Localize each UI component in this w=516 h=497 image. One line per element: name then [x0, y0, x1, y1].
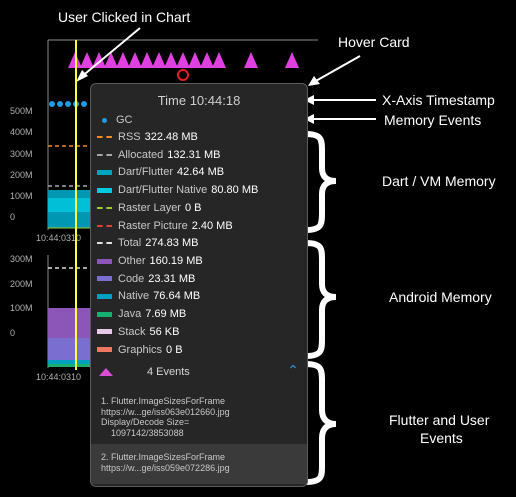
hover-card: Time 10:44:18 GC RSS 322.48 MB Allocated 13…: [90, 83, 308, 487]
android-row: Code 23.31 MB: [97, 272, 195, 286]
android-row: Java 7.69 MB: [97, 307, 186, 321]
dart-vm-row: Raster Picture 2.40 MB: [97, 219, 233, 233]
events-count: 4 Events: [147, 366, 190, 378]
event-triangle-icon: [99, 368, 113, 376]
dart-vm-row: Allocated 132.31 MB: [97, 148, 220, 162]
dart-vm-name: Raster Layer: [118, 201, 181, 214]
dart-vm-row: Raster Layer 0 B: [97, 201, 202, 215]
total-row: Total 274.83 MB: [97, 236, 198, 250]
android-value: 160.19 MB: [149, 255, 203, 267]
annotation-dart-vm: Dart / VM Memory: [382, 173, 496, 189]
event-item-1[interactable]: 1. Flutter.ImageSizesForFrame https://w..…: [91, 396, 307, 438]
dart-vm-swatch: [97, 169, 112, 175]
android-row: Other 160.19 MB: [97, 254, 203, 268]
android-swatch: [97, 276, 112, 282]
dart-vm-swatch: [97, 224, 112, 227]
top-time-label: 10:44:0310: [36, 233, 81, 243]
gc-dot-icon: [102, 117, 107, 123]
android-name: Other: [118, 255, 146, 267]
android-swatch: [97, 347, 112, 352]
android-value: 7.69 MB: [145, 308, 187, 321]
annotation-flutter-events-2: Events: [420, 430, 463, 446]
android-value: 23.31 MB: [148, 272, 196, 285]
dart-vm-row: RSS 322.48 MB: [97, 130, 198, 144]
brace-android: [305, 240, 337, 359]
dart-vm-name: Allocated: [118, 148, 164, 161]
android-value: 0 B: [166, 343, 183, 356]
dart-vm-value: 42.64 MB: [177, 166, 225, 179]
dart-vm-value: 80.80 MB: [211, 184, 259, 197]
android-value: 76.64 MB: [153, 290, 201, 303]
bottom-time-label: 10:44:0310: [36, 372, 81, 382]
dart-vm-value: 0 B: [184, 201, 202, 214]
android-name: Java: [118, 308, 142, 321]
dart-vm-name: Dart/Flutter Native: [118, 184, 208, 197]
chevron-up-icon[interactable]: ⌃: [287, 362, 299, 378]
dart-vm-row: Dart/Flutter 42.64 MB: [97, 165, 224, 179]
total-swatch: [97, 242, 112, 244]
events-header[interactable]: 4 Events ⌃: [91, 362, 307, 382]
red-circle-marker-icon: [177, 69, 189, 81]
android-name: Stack: [118, 325, 146, 338]
top-tick-200: 200M: [10, 170, 33, 180]
android-swatch: [97, 258, 112, 264]
annotation-memory-events: Memory Events: [384, 112, 481, 128]
dart-vm-value: 322.48 MB: [144, 131, 198, 143]
dart-vm-swatch: [97, 187, 112, 193]
dart-vm-value: 132.31 MB: [167, 148, 221, 161]
event-line: Display/Decode Size=: [101, 417, 190, 427]
annotation-user-clicked: User Clicked in Chart: [58, 9, 190, 25]
dart-vm-value: 2.40 MB: [191, 219, 233, 232]
gc-row: GC: [97, 113, 133, 127]
dart-vm-name: RSS: [118, 131, 141, 143]
android-value: 56 KB: [149, 325, 180, 338]
android-name: Code: [118, 272, 145, 285]
bottom-tick-200: 200M: [10, 279, 33, 289]
android-row: Graphics 0 B: [97, 343, 183, 357]
brace-dart-vm: [305, 131, 337, 233]
android-row: Stack 56 KB: [97, 325, 179, 339]
top-tick-500: 500M: [10, 106, 33, 116]
annotation-flutter-events-1: Flutter and User: [389, 412, 490, 428]
android-row: Native 76.64 MB: [97, 289, 200, 303]
hover-time: Time 10:44:18: [157, 93, 241, 108]
android-swatch: [97, 293, 112, 299]
top-tick-100: 100M: [10, 191, 33, 201]
top-chart[interactable]: 500M 400M 300M 200M 100M 0 10:44:0310: [10, 39, 318, 243]
annotation-android: Android Memory: [389, 289, 492, 305]
total-value: 274.83 MB: [145, 237, 199, 249]
android-swatch: [97, 329, 112, 335]
dart-vm-swatch: [97, 136, 112, 138]
event-item-2[interactable]: 2. Flutter.ImageSizesForFrame https://w..…: [91, 444, 307, 484]
annotation-hover-card: Hover Card: [338, 34, 410, 50]
dart-vm-swatch: [97, 206, 112, 209]
brace-flutter-events: [305, 361, 337, 485]
dart-vm-swatch: [97, 153, 112, 156]
dart-vm-name: Dart/Flutter: [118, 166, 174, 179]
event-line: https://w...ge/iss063e012660.jpg: [101, 406, 230, 417]
event-line: 1. Flutter.ImageSizesForFrame: [101, 396, 226, 406]
top-tick-0: 0: [10, 212, 15, 222]
dart-vm-row: Dart/Flutter Native 80.80 MB: [97, 183, 258, 197]
top-tick-300: 300M: [10, 149, 33, 159]
bottom-tick-0: 0: [10, 328, 15, 338]
android-name: Graphics: [118, 343, 163, 356]
android-name: Native: [118, 290, 150, 303]
top-tick-400: 400M: [10, 127, 33, 137]
annotation-x-axis-timestamp: X-Axis Timestamp: [382, 92, 495, 108]
gc-label: GC: [116, 114, 133, 126]
bottom-tick-300: 300M: [10, 254, 33, 264]
event-line: 1097142/3853088: [111, 427, 184, 438]
dart-vm-name: Raster Picture: [118, 219, 188, 232]
total-name: Total: [118, 237, 142, 249]
gc-dots: [49, 101, 87, 107]
bottom-chart[interactable]: 300M 200M 100M 0 10:44:0310: [10, 254, 90, 382]
event-line: 2. Flutter.ImageSizesForFrame: [101, 452, 226, 462]
bottom-tick-100: 100M: [10, 303, 33, 313]
event-line: https://w...ge/iss059e072286.jpg: [101, 462, 230, 473]
android-swatch: [97, 311, 112, 317]
